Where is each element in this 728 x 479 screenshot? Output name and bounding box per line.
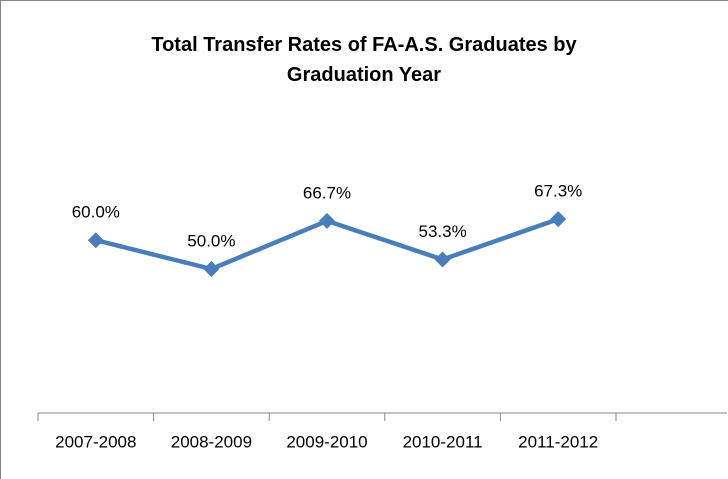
x-tick-label: 2008-2009 — [171, 432, 252, 451]
x-tick-label: 2010-2011 — [403, 432, 483, 451]
data-label: 67.3% — [534, 182, 582, 201]
data-label: 60.0% — [72, 203, 120, 222]
x-tick-label: 2009-2010 — [286, 432, 367, 451]
marker — [550, 211, 567, 228]
data-label: 66.7% — [303, 183, 351, 202]
marker — [434, 251, 451, 268]
marker — [87, 232, 104, 249]
x-tick-label: 2011-2012 — [518, 432, 598, 451]
data-label: 50.0% — [187, 231, 235, 250]
chart-title: Total Transfer Rates of FA-A.S. Graduate… — [151, 34, 577, 86]
data-label: 53.3% — [418, 222, 466, 241]
x-tick-label: 2007-2008 — [55, 432, 136, 451]
marker — [319, 212, 335, 229]
marker — [203, 261, 220, 277]
